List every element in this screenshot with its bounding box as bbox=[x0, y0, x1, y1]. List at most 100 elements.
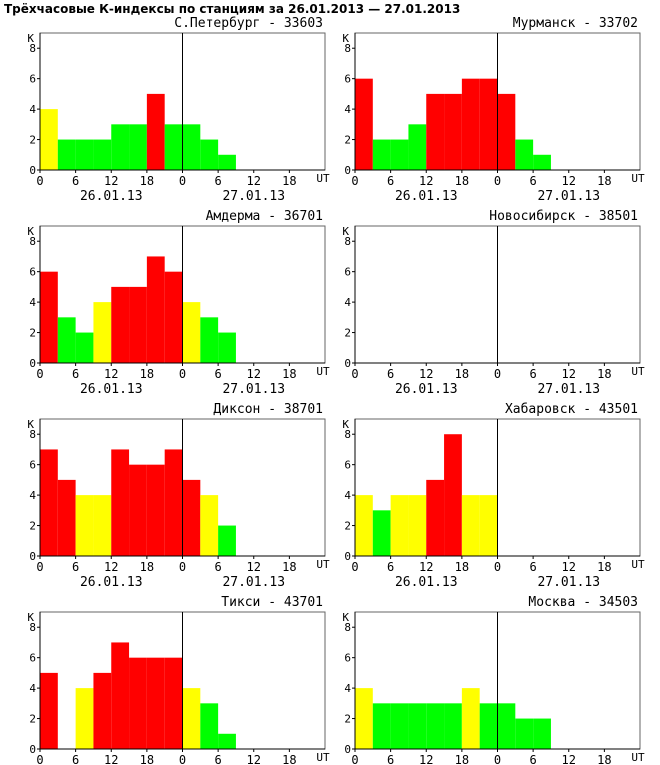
y-tick-label: 2 bbox=[29, 520, 36, 533]
y-tick-label: 8 bbox=[344, 621, 351, 634]
x-tick-label: 12 bbox=[419, 753, 433, 765]
x-tick-label: 0 bbox=[36, 560, 43, 574]
bar-5 bbox=[444, 703, 462, 749]
y-tick-label: 4 bbox=[29, 103, 36, 116]
bar-5 bbox=[444, 434, 462, 556]
station-title: Диксон - 38701 bbox=[213, 402, 323, 417]
x-tick-label: 0 bbox=[351, 174, 358, 188]
x-tick-label: 12 bbox=[562, 174, 576, 188]
y-tick-label: 8 bbox=[29, 235, 36, 248]
x-axis-label: UT bbox=[316, 365, 330, 378]
bar-7 bbox=[479, 495, 498, 556]
y-tick-label: 6 bbox=[29, 73, 36, 86]
x-axis-label: UT bbox=[631, 172, 645, 185]
bar-6 bbox=[146, 657, 165, 749]
bar-4 bbox=[111, 642, 130, 749]
x-tick-label: 18 bbox=[282, 174, 296, 188]
y-axis-label: К bbox=[342, 418, 349, 431]
y-tick-label: 8 bbox=[344, 428, 351, 441]
bar-1 bbox=[372, 703, 391, 749]
date-label: 26.01.13 bbox=[395, 575, 458, 590]
y-tick-label: 2 bbox=[344, 520, 351, 533]
bar-10 bbox=[218, 733, 236, 749]
x-tick-label: 6 bbox=[530, 174, 537, 188]
x-tick-label: 0 bbox=[494, 753, 501, 765]
bar-0 bbox=[40, 672, 58, 749]
x-tick-label: 12 bbox=[247, 560, 261, 574]
bar-1 bbox=[372, 139, 391, 170]
bar-6 bbox=[461, 495, 480, 556]
x-axis-label: UT bbox=[316, 751, 330, 764]
bar-6 bbox=[461, 78, 480, 170]
x-tick-label: 6 bbox=[387, 753, 394, 765]
x-tick-label: 6 bbox=[215, 174, 222, 188]
y-tick-label: 4 bbox=[344, 489, 351, 502]
x-tick-label: 12 bbox=[104, 367, 118, 381]
y-tick-label: 2 bbox=[29, 713, 36, 726]
x-tick-label: 6 bbox=[72, 367, 79, 381]
y-tick-label: 8 bbox=[29, 42, 36, 55]
x-tick-label: 18 bbox=[455, 560, 469, 574]
y-tick-label: 6 bbox=[344, 73, 351, 86]
bar-5 bbox=[129, 124, 147, 170]
bar-5 bbox=[129, 464, 147, 556]
x-axis-label: UT bbox=[631, 558, 645, 571]
x-tick-label: 18 bbox=[455, 174, 469, 188]
x-tick-label: 18 bbox=[597, 560, 611, 574]
y-tick-label: 6 bbox=[29, 652, 36, 665]
x-tick-label: 12 bbox=[419, 174, 433, 188]
x-tick-label: 12 bbox=[104, 174, 118, 188]
x-tick-label: 18 bbox=[140, 560, 154, 574]
x-tick-label: 12 bbox=[104, 753, 118, 765]
bar-3 bbox=[93, 672, 112, 749]
bar-8 bbox=[497, 93, 516, 170]
x-tick-label: 12 bbox=[419, 560, 433, 574]
y-axis-label: К bbox=[27, 611, 34, 624]
bar-10 bbox=[218, 525, 236, 556]
y-tick-label: 4 bbox=[29, 682, 36, 695]
bar-9 bbox=[200, 703, 219, 749]
y-tick-label: 2 bbox=[344, 327, 351, 340]
bar-2 bbox=[75, 688, 94, 749]
bar-2 bbox=[390, 139, 409, 170]
bar-5 bbox=[129, 657, 147, 749]
bar-8 bbox=[182, 479, 201, 556]
x-tick-label: 18 bbox=[597, 174, 611, 188]
y-tick-label: 0 bbox=[29, 743, 36, 756]
bar-9 bbox=[515, 139, 534, 170]
x-tick-label: 18 bbox=[455, 753, 469, 765]
bar-4 bbox=[426, 93, 445, 170]
x-tick-label: 6 bbox=[72, 174, 79, 188]
bar-10 bbox=[533, 154, 551, 170]
x-tick-label: 12 bbox=[247, 367, 261, 381]
bar-1 bbox=[57, 479, 76, 556]
x-tick-label: 18 bbox=[282, 367, 296, 381]
bar-4 bbox=[426, 479, 445, 556]
bar-9 bbox=[200, 495, 219, 556]
bar-4 bbox=[111, 286, 130, 363]
y-tick-label: 8 bbox=[29, 428, 36, 441]
date-label: 26.01.13 bbox=[395, 189, 458, 204]
bar-0 bbox=[40, 271, 58, 363]
y-tick-label: 4 bbox=[344, 296, 351, 309]
bar-0 bbox=[355, 688, 373, 749]
x-tick-label: 0 bbox=[179, 174, 186, 188]
y-tick-label: 0 bbox=[29, 550, 36, 563]
x-tick-label: 0 bbox=[36, 367, 43, 381]
date-label: 27.01.13 bbox=[222, 575, 285, 590]
bar-2 bbox=[75, 495, 94, 556]
x-axis-label: UT bbox=[631, 365, 645, 378]
x-tick-label: 6 bbox=[72, 753, 79, 765]
x-tick-label: 18 bbox=[282, 560, 296, 574]
bar-10 bbox=[533, 718, 551, 749]
x-tick-label: 6 bbox=[530, 367, 537, 381]
date-label: 26.01.13 bbox=[395, 382, 458, 397]
y-tick-label: 8 bbox=[344, 235, 351, 248]
date-label: 26.01.13 bbox=[80, 382, 143, 397]
y-tick-label: 0 bbox=[29, 357, 36, 370]
x-tick-label: 0 bbox=[179, 753, 186, 765]
bar-6 bbox=[146, 464, 165, 556]
x-tick-label: 6 bbox=[387, 174, 394, 188]
y-tick-label: 6 bbox=[344, 459, 351, 472]
bar-2 bbox=[390, 495, 409, 556]
